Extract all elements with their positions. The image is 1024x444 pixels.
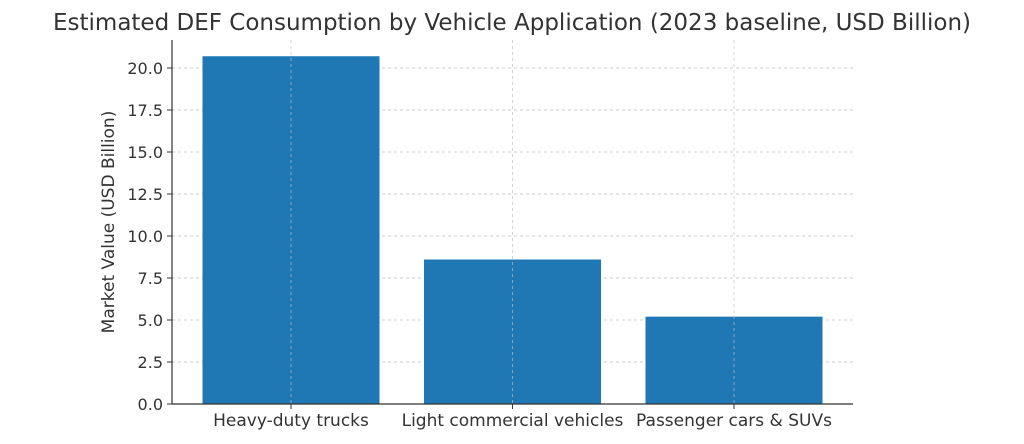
x-tick-label: Heavy-duty trucks: [213, 411, 369, 431]
x-tick-label: Passenger cars & SUVs: [636, 411, 832, 431]
y-tick-label: 15.0: [127, 143, 163, 162]
y-tick-label: 7.5: [138, 269, 163, 288]
y-tick-label: 0.0: [138, 395, 163, 414]
y-tick-label: 12.5: [127, 185, 163, 204]
y-tick-label: 10.0: [127, 227, 163, 246]
y-tick-label: 5.0: [138, 311, 163, 330]
bar-1: [424, 259, 601, 404]
y-axis-label: Market Value (USD Billion): [99, 111, 119, 334]
axes: 0.0 2.5 5.0 7.5 10.0 12.5 15.0 17.5 20.0 Heavy-du…: [127, 40, 853, 431]
chart-title: Estimated DEF Consumption by Vehicle App…: [53, 10, 971, 36]
y-tick-label: 2.5: [138, 353, 163, 372]
x-tick-label: Light commercial vehicles: [402, 411, 624, 431]
y-tick-label: 20.0: [127, 59, 163, 78]
bars: [202, 40, 823, 405]
y-tick-label: 17.5: [127, 101, 163, 120]
